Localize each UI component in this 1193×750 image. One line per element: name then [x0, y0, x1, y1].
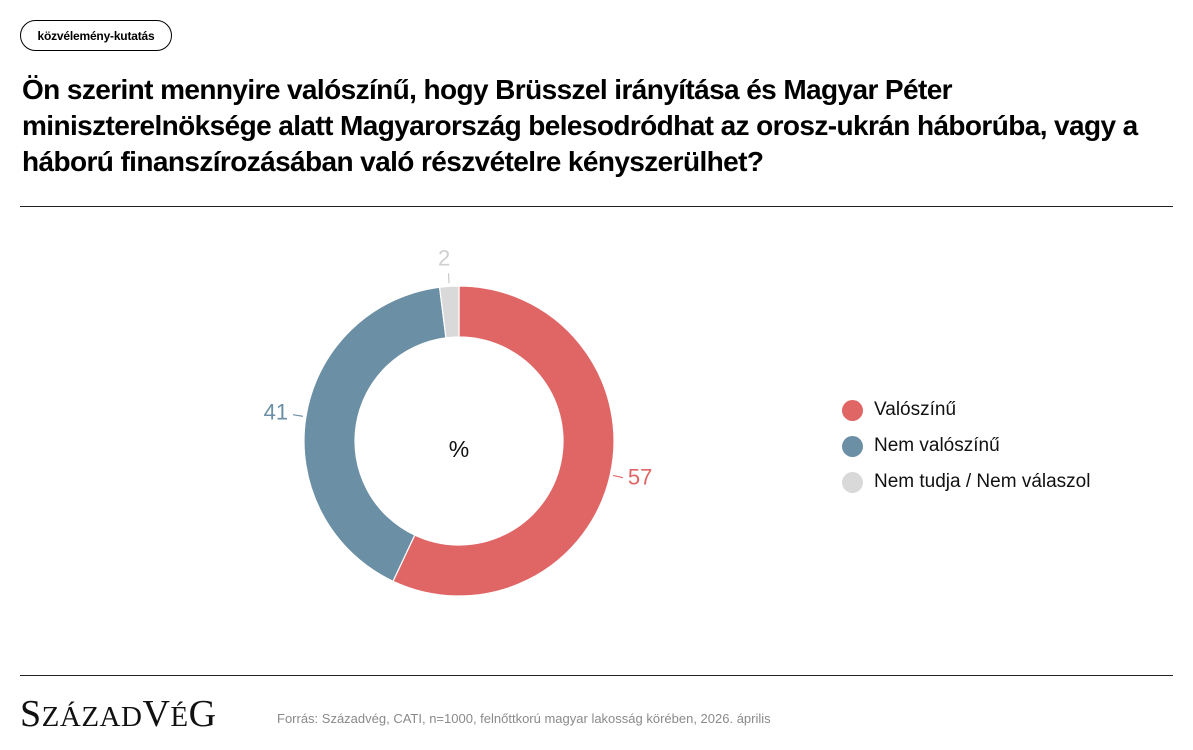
legend-label: Nem valószínű: [874, 435, 1000, 456]
value-label-nem-tudja-nem-valaszol: 2: [438, 245, 450, 270]
legend-label: Valószínű: [874, 399, 957, 420]
source-note: Forrás: Századvég, CATI, n=1000, felnőtt…: [277, 711, 771, 726]
value-leaders: [292, 273, 624, 479]
donut-center-label: %: [449, 436, 469, 462]
legend-item-nem-tudja-nem-valaszol: Nem tudja / Nem válaszol: [842, 464, 1090, 500]
top-divider: [20, 206, 1173, 207]
value-label-nem-valoszinu: 41: [264, 400, 288, 425]
category-tag: közvélemény-kutatás: [20, 20, 172, 51]
slice-valoszinu: [392, 285, 615, 597]
slice-nem-valoszinu: [303, 286, 447, 583]
slice-nem-tudja-nem-valaszol: [438, 285, 460, 339]
leader-nem-tudja-nem-valaszol: [447, 273, 450, 284]
bottom-divider: [20, 675, 1173, 676]
legend-swatch: [842, 471, 863, 493]
legend-swatch: [842, 435, 863, 457]
value-label-valoszinu: 57: [628, 465, 652, 490]
chart-title: Ön szerint mennyire valószínű, hogy Brüs…: [22, 74, 1138, 177]
legend-label: Nem tudja / Nem válaszol: [874, 471, 1091, 492]
publisher-logo: SZÁZADVÉG: [20, 693, 217, 735]
leader-nem-valoszinu: [292, 414, 304, 417]
chart-legend: Valószínű Nem valószínű Nem tudja / Nem vá…: [842, 392, 1090, 500]
legend-item-nem-valoszinu: Nem valószínű: [842, 428, 1090, 464]
legend-swatch: [842, 399, 863, 421]
legend-item-valoszinu: Valószínű: [842, 392, 1090, 428]
leader-valoszinu: [613, 474, 624, 479]
donut-chart: 57 41 2 %: [264, 245, 653, 597]
value-labels: 57 41 2: [264, 245, 653, 489]
donut-slices: [303, 285, 615, 597]
